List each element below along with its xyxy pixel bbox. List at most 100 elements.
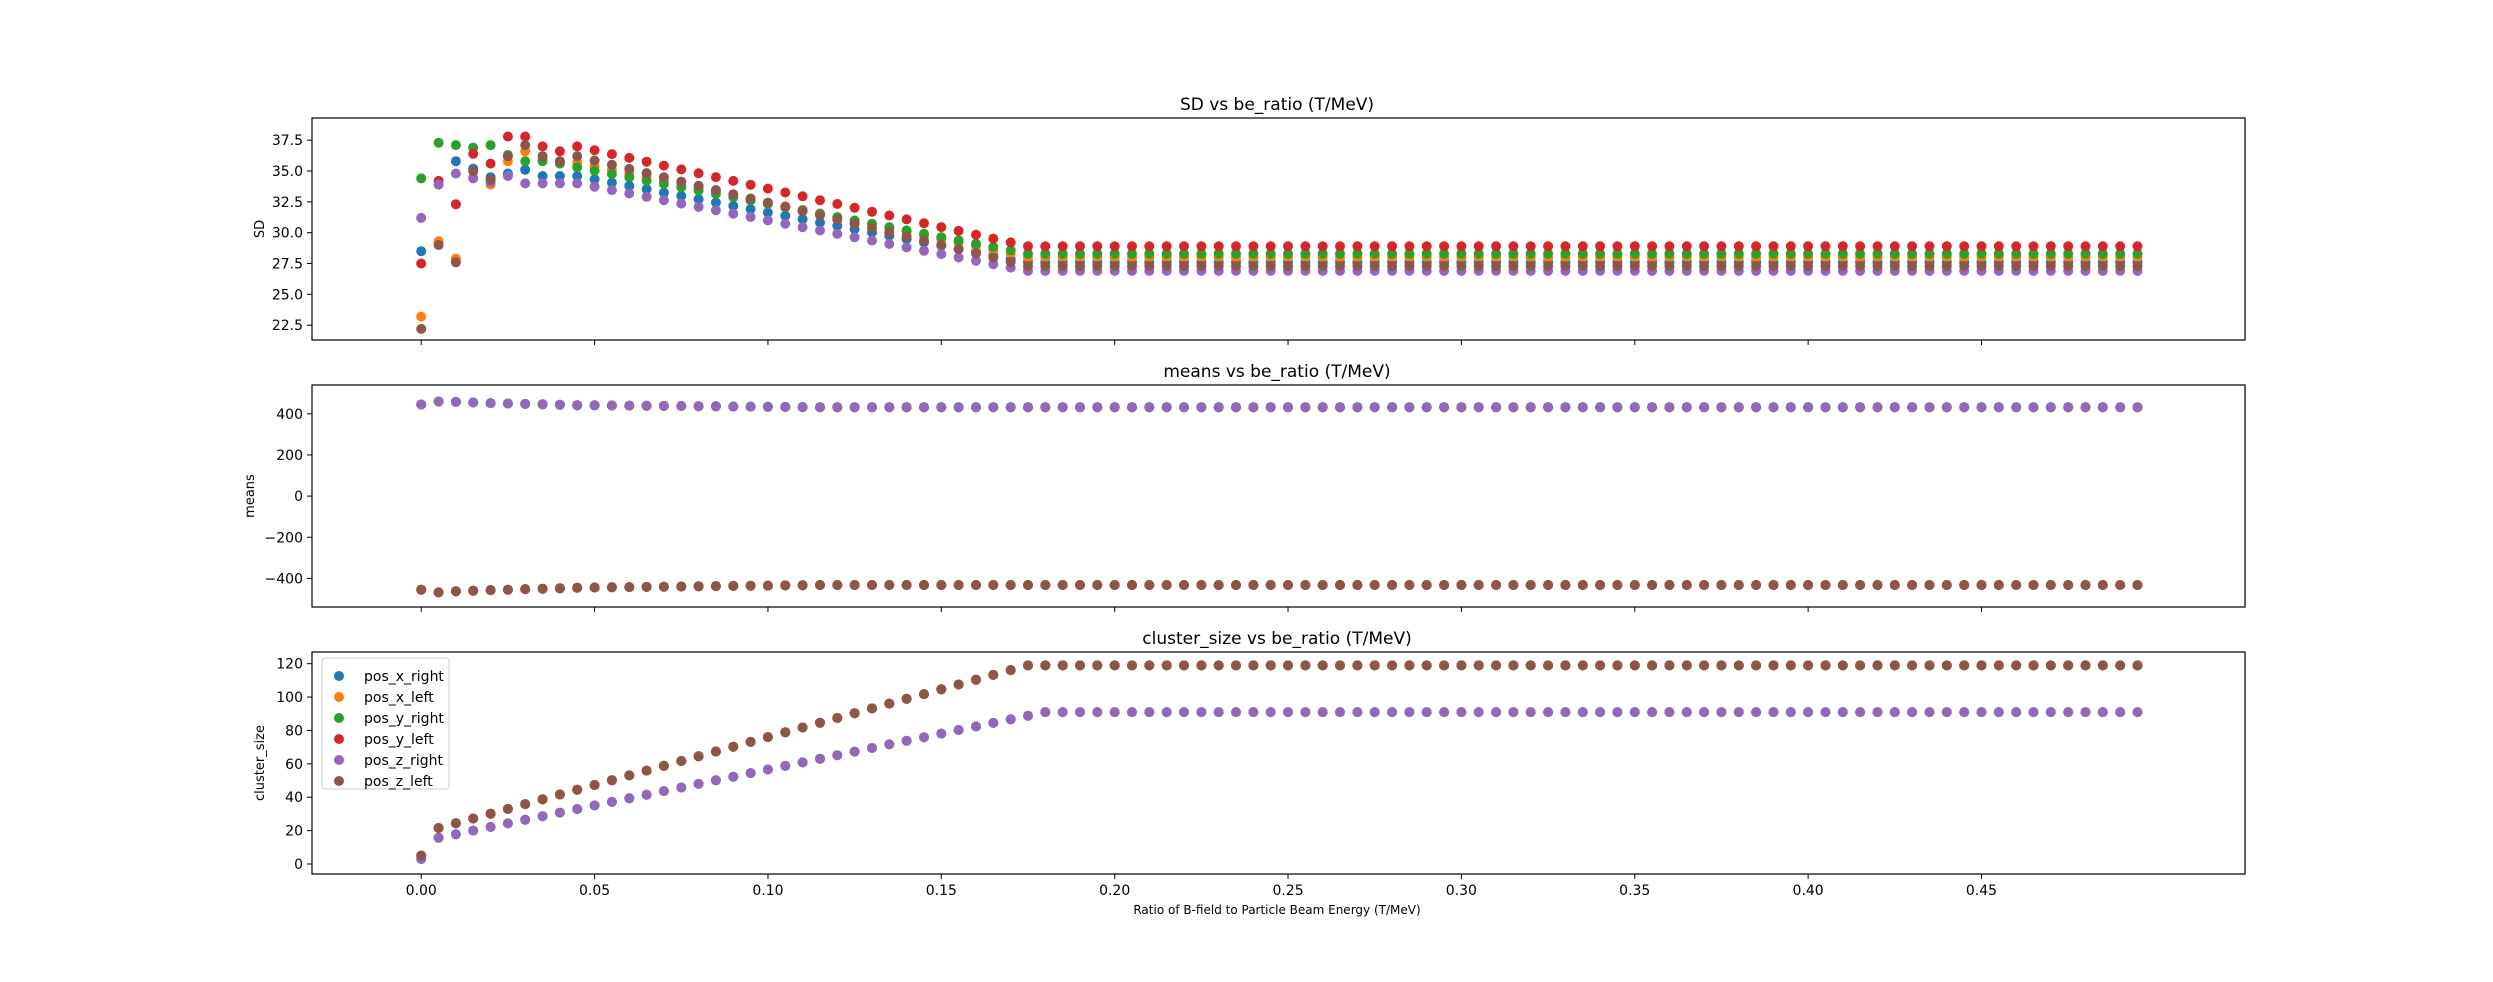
data-point-pos_z_right (2080, 402, 2091, 413)
data-point-pos_x_right (537, 171, 548, 181)
y-tick-label: 37.5 (272, 133, 303, 149)
legend-box (321, 657, 450, 790)
data-point-pos_z_left (1335, 660, 1345, 671)
data-point-pos_y_right (624, 172, 635, 183)
data-point-pos_z_left (693, 581, 704, 592)
data-point-pos_z_left (1404, 261, 1415, 271)
data-point-pos_z_left (1612, 261, 1623, 271)
data-point-pos_x_right (728, 200, 739, 211)
data-point-pos_z_right (1213, 707, 1224, 718)
data-point-pos_z_right (971, 721, 981, 732)
data-point-pos_z_right (1560, 402, 1571, 413)
data-point-pos_z_left (1629, 261, 1640, 271)
data-point-pos_z_left (1473, 580, 1484, 590)
data-point-pos_x_right (450, 156, 461, 167)
x-tick-label: 0.35 (1619, 883, 1650, 899)
data-point-pos_y_left (641, 156, 652, 167)
data-point-pos_z_right (1560, 707, 1571, 718)
data-point-pos_z_right (710, 401, 721, 412)
data-point-pos_z_left (1976, 660, 1987, 671)
y-tick-label: 60 (285, 757, 303, 773)
data-point-pos_z_left (1508, 580, 1519, 590)
data-point-pos_z_left (1733, 660, 1744, 671)
data-point-pos_z_left (1959, 261, 1970, 271)
data-point-pos_z_left (867, 580, 877, 590)
data-point-pos_z_left (2097, 580, 2108, 590)
data-point-pos_y_right (1716, 248, 1727, 259)
data-point-pos_z_right (1716, 707, 1727, 718)
data-point-pos_z_left (988, 580, 999, 590)
legend-marker (334, 755, 344, 765)
data-point-pos_z_right (971, 255, 981, 266)
data-point-pos_y_left (1976, 241, 1987, 252)
data-point-pos_y_right (1040, 248, 1051, 259)
data-point-pos_x_right (520, 164, 531, 175)
data-point-pos_z_right (1525, 707, 1536, 718)
data-point-pos_y_left (1681, 241, 1692, 252)
data-point-pos_x_right (797, 214, 808, 225)
y-tick-label: 0 (294, 857, 303, 873)
data-point-pos_z_right (1785, 402, 1796, 413)
data-point-pos_z_left (953, 679, 964, 690)
data-point-pos_z_right (1629, 402, 1640, 413)
data-point-pos_z_right (988, 717, 999, 728)
data-point-pos_z_right (641, 400, 652, 411)
data-point-pos_y_right (589, 165, 600, 176)
data-point-pos_y_right (919, 228, 929, 239)
data-point-pos_z_left (1040, 261, 1051, 271)
data-point-pos_z_right (901, 402, 912, 413)
data-point-pos_z_right (1699, 707, 1710, 718)
data-point-pos_z_right (1057, 707, 1068, 718)
data-point-pos_z_right (884, 739, 895, 750)
x-tick-label: 0.15 (926, 883, 957, 899)
legend-label: pos_x_right (364, 669, 444, 685)
data-point-pos_z_left (1092, 660, 1103, 671)
data-point-pos_z_left (2011, 660, 2022, 671)
data-point-pos_z_right (901, 735, 912, 746)
data-point-pos_z_left (2115, 580, 2126, 590)
data-point-pos_z_left (676, 756, 687, 766)
data-point-pos_y_left (2045, 241, 2056, 252)
data-point-pos_z_left (1057, 261, 1068, 271)
data-point-pos_z_left (658, 760, 669, 771)
data-point-pos_z_left (1491, 580, 1502, 590)
data-point-pos_z_left (780, 727, 791, 738)
data-point-pos_z_left (971, 248, 981, 259)
data-point-pos_z_left (919, 580, 929, 590)
data-point-pos_y_left (1595, 241, 1606, 252)
data-point-pos_y_right (520, 156, 531, 167)
legend-marker (334, 776, 344, 786)
data-point-pos_z_right (1751, 707, 1762, 718)
data-point-pos_z_left (884, 227, 895, 238)
data-point-pos_z_right (1335, 402, 1345, 413)
data-point-pos_y_right (1283, 248, 1293, 259)
data-point-pos_z_right (1491, 402, 1502, 413)
data-point-pos_y_left (1993, 241, 2004, 252)
y-tick-label: 0 (294, 489, 303, 505)
data-point-pos_z_right (433, 179, 444, 190)
data-point-pos_z_right (1179, 707, 1189, 718)
data-point-pos_z_left (1127, 261, 1137, 271)
data-point-pos_z_right (1404, 402, 1415, 413)
data-point-pos_y_right (2115, 248, 2126, 259)
data-point-pos_x_right (676, 190, 687, 201)
data-point-pos_z_right (450, 396, 461, 407)
data-point-pos_z_left (1248, 261, 1259, 271)
data-point-pos_z_left (1699, 660, 1710, 671)
data-point-pos_y_right (2011, 248, 2022, 259)
data-point-pos_y_right (1993, 248, 2004, 259)
data-point-pos_z_left (1404, 660, 1415, 671)
data-point-pos_z_right (1595, 402, 1606, 413)
data-point-pos_z_left (1352, 580, 1363, 590)
data-point-pos_y_left (554, 146, 565, 157)
data-point-pos_z_left (658, 172, 669, 183)
subplot-sd: SD vs be_ratio (T/MeV) 22.5 25.0 27.5 30.0 3… (253, 95, 2246, 345)
sd-title: SD vs be_ratio (T/MeV) (1180, 95, 1374, 115)
data-point-pos_z_left (433, 240, 444, 250)
data-point-pos_z_right (1109, 707, 1120, 718)
data-point-pos_x_right (658, 187, 669, 198)
data-point-pos_z_left (1179, 660, 1189, 671)
data-point-pos_y_left (1057, 241, 1068, 252)
data-point-pos_z_right (953, 402, 964, 413)
data-point-pos_z_left (1040, 580, 1051, 590)
